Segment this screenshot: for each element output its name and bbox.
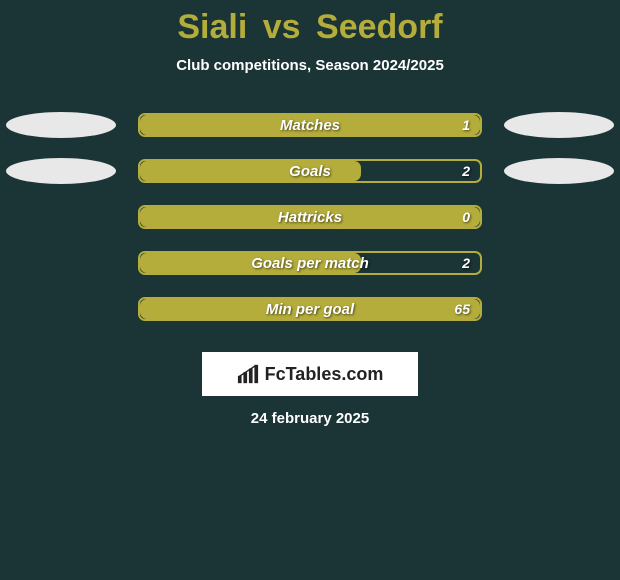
stat-label: Hattricks <box>140 207 480 227</box>
stat-row: Min per goal65 <box>0 286 620 332</box>
stat-bar: Goals per match2 <box>138 251 482 275</box>
stat-row: Goals2 <box>0 148 620 194</box>
date-label: 24 february 2025 <box>0 410 620 427</box>
left-ellipse <box>6 158 116 184</box>
stat-row: Matches1 <box>0 102 620 148</box>
stat-value: 2 <box>462 253 470 273</box>
page-title: Siali vs Seedorf <box>0 0 620 47</box>
subtitle: Club competitions, Season 2024/2025 <box>0 57 620 74</box>
brand-logo[interactable]: FcTables.com <box>202 352 418 396</box>
stat-rows: Matches1Goals2Hattricks0Goals per match2… <box>0 102 620 332</box>
right-ellipse <box>504 112 614 138</box>
stat-value: 1 <box>462 115 470 135</box>
title-player1: Siali <box>177 8 247 46</box>
title-vs: vs <box>263 8 301 46</box>
stat-value: 65 <box>454 299 470 319</box>
stat-label: Matches <box>140 115 480 135</box>
stat-value: 2 <box>462 161 470 181</box>
brand-text: FcTables.com <box>265 364 384 385</box>
left-ellipse <box>6 112 116 138</box>
stat-label: Min per goal <box>140 299 480 319</box>
bars-icon <box>237 364 259 384</box>
stat-row: Goals per match2 <box>0 240 620 286</box>
stat-label: Goals per match <box>140 253 480 273</box>
stat-value: 0 <box>462 207 470 227</box>
stat-label: Goals <box>140 161 480 181</box>
stat-row: Hattricks0 <box>0 194 620 240</box>
stat-bar: Min per goal65 <box>138 297 482 321</box>
stat-bar: Hattricks0 <box>138 205 482 229</box>
title-player2: Seedorf <box>316 8 443 46</box>
stat-bar: Matches1 <box>138 113 482 137</box>
right-ellipse <box>504 158 614 184</box>
stat-bar: Goals2 <box>138 159 482 183</box>
